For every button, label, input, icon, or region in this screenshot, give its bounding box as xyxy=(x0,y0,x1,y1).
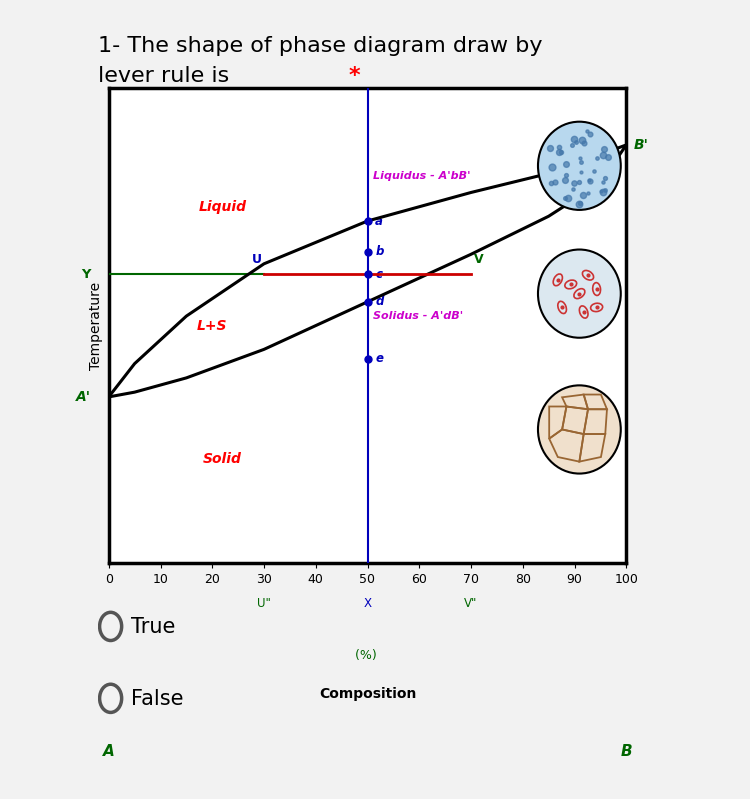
Text: Y: Y xyxy=(81,268,91,280)
Circle shape xyxy=(538,385,621,474)
Text: Solidus - A'dB': Solidus - A'dB' xyxy=(373,312,463,321)
Text: Liquidus - A'bB': Liquidus - A'bB' xyxy=(373,171,470,181)
Text: A': A' xyxy=(76,390,91,404)
Text: Liquid: Liquid xyxy=(199,200,247,214)
Text: A: A xyxy=(103,744,115,759)
Text: lever rule is: lever rule is xyxy=(98,66,236,85)
Circle shape xyxy=(538,121,621,210)
Text: V: V xyxy=(473,252,483,266)
Circle shape xyxy=(538,249,621,338)
Text: *: * xyxy=(349,66,360,85)
Text: U: U xyxy=(251,252,262,266)
Text: b: b xyxy=(375,245,384,258)
Text: L+S: L+S xyxy=(197,319,227,332)
Text: 1- The shape of phase diagram draw by: 1- The shape of phase diagram draw by xyxy=(98,36,542,56)
Text: e: e xyxy=(375,352,383,365)
Text: d: d xyxy=(375,296,384,308)
Text: U": U" xyxy=(257,597,271,610)
Text: Solid: Solid xyxy=(203,451,242,466)
Text: B: B xyxy=(620,744,632,759)
Text: B': B' xyxy=(634,138,649,152)
Text: X: X xyxy=(364,597,371,610)
Text: a: a xyxy=(375,214,383,228)
Text: True: True xyxy=(131,617,176,638)
Y-axis label: Temperature: Temperature xyxy=(89,281,104,370)
Text: Composition: Composition xyxy=(319,687,416,701)
Text: c: c xyxy=(375,268,382,280)
Text: V": V" xyxy=(464,597,478,610)
Text: (%): (%) xyxy=(355,649,380,662)
Text: False: False xyxy=(131,689,184,710)
